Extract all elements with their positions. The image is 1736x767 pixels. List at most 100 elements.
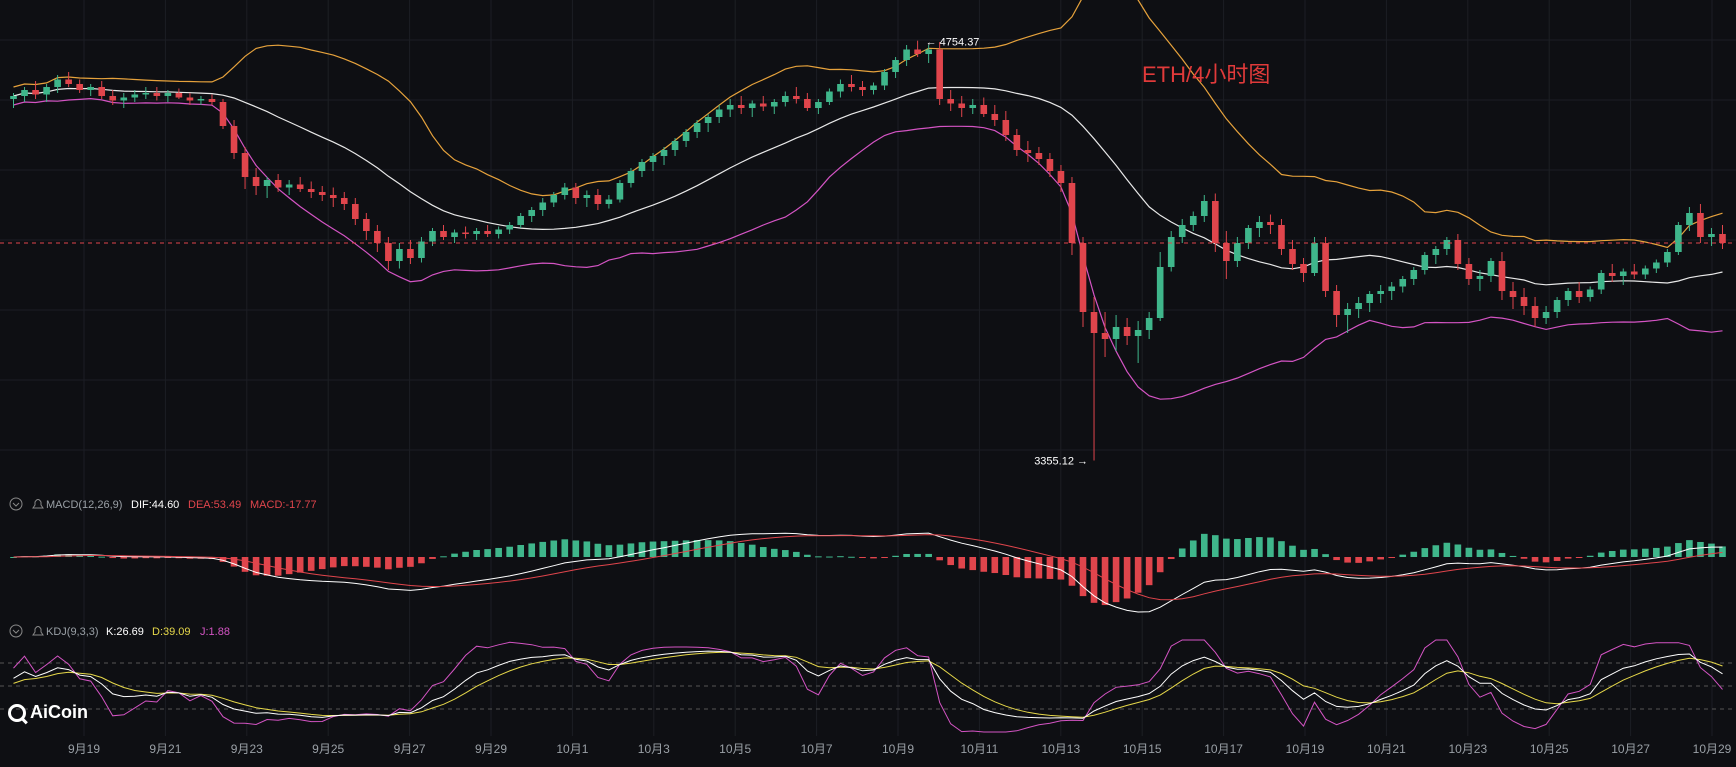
aicoin-logo-icon [8,703,26,722]
macd-histogram-bar [793,551,800,557]
candle-body [583,195,591,198]
macd-histogram-bar [1608,550,1616,557]
bell-icon[interactable] [32,626,44,636]
candle-body [1344,309,1351,315]
candle-body [704,117,712,123]
candle-body [539,202,547,210]
candle-body [1586,289,1594,297]
macd-histogram-bar [274,557,282,576]
candle-body [1090,312,1098,333]
candle-body [980,105,988,114]
candle-body [737,105,745,108]
candle-body [120,97,128,101]
candle-body [1410,270,1418,279]
macd-histogram-bar [715,540,723,557]
candle-body [1465,264,1473,279]
low-price-marker: 3355.12 → [1034,455,1088,467]
macd-histogram-bar [263,557,271,576]
candle-body [131,94,139,98]
macd-histogram-bar [1234,539,1241,557]
macd-histogram-bar [1123,557,1131,599]
candle-body [914,49,921,54]
macd-histogram-bar [340,557,348,567]
macd-histogram-bar [1355,557,1362,563]
macd-histogram-bar [1630,549,1638,557]
macd-histogram-bar [649,541,657,557]
candle-body [759,103,767,107]
x-axis: 9月19 9月21 9月23 9月25 9月27 9月29 10月1 10月3 10月5 10月7… [68,742,1732,756]
macd-histogram-bar [528,543,536,557]
candle-body [969,105,977,108]
candle-body [1653,262,1660,269]
candle-body [1234,243,1241,261]
candle-body [1487,261,1495,276]
macd-histogram-bar [418,557,425,564]
macd-histogram-bar [131,557,139,559]
macd-histogram-bar [1487,549,1495,557]
collapse-icon[interactable] [9,497,23,511]
candle-body [407,249,414,258]
macd-histogram-bar [1653,547,1660,557]
macd-histogram-bar [914,553,921,557]
candle-body [815,102,822,108]
macd-histogram-bar [1531,557,1539,562]
macd-histogram-bar [495,547,502,557]
candle-body [506,225,513,230]
high-price-marker: ← 4754.37 [926,37,980,49]
candle-body [1553,300,1561,312]
macd-histogram-bar [1377,557,1384,560]
macd-histogram-bar [594,543,602,557]
candle-body [219,102,227,126]
candle-body [528,210,536,216]
candle-body [1686,213,1693,225]
macd-histogram-bar [1498,552,1506,557]
candle-body [748,103,756,108]
macd-histogram-bar [1167,557,1175,560]
candle-body [208,99,216,102]
candle-body [1167,237,1175,267]
candle-body [660,150,668,156]
candle-body [638,162,646,171]
collapse-icon[interactable] [9,624,23,638]
candle-body [1057,171,1065,183]
upper-band-line [13,0,1723,249]
lower-band-line [13,97,1723,400]
candle-body [1046,159,1054,171]
macd-panel [10,532,1726,613]
candle-body [1289,249,1296,264]
x-tick-label: 10月17 [1204,742,1243,756]
x-tick-label: 10月23 [1448,742,1487,756]
candle-body [1024,150,1032,153]
candle-body [1421,255,1429,270]
candle-body [1200,201,1208,216]
candle-body [1476,276,1484,279]
candle-body [649,156,657,162]
kdj-panel [0,639,1736,733]
macd-dif-line [13,532,1723,613]
bollinger-bands [13,0,1723,400]
x-tick-label: 10月5 [719,742,751,756]
candle-body [1123,327,1131,336]
candle-body [1520,297,1528,306]
macd-histogram-bar [1465,547,1473,557]
candle-body [307,189,315,192]
macd-histogram-bar [1101,557,1109,606]
candle-body [241,153,249,177]
macd-histogram-bar [1212,535,1219,557]
bell-icon[interactable] [32,499,44,509]
macd-histogram-bar [947,557,954,566]
candle-body [770,102,778,107]
macd-histogram-bar [1399,554,1407,557]
candle-body [1443,240,1451,249]
candle-body [1311,243,1318,273]
macd-histogram-bar [1322,554,1329,557]
candle-body [21,90,28,96]
macd-histogram-bar [782,550,789,557]
macd-histogram-bar [627,543,635,557]
candle-body [804,99,811,108]
macd-histogram-bar [153,557,161,559]
candle-body [1575,291,1583,297]
x-tick-label: 9月29 [475,742,507,756]
macd-histogram-bar [870,557,877,559]
